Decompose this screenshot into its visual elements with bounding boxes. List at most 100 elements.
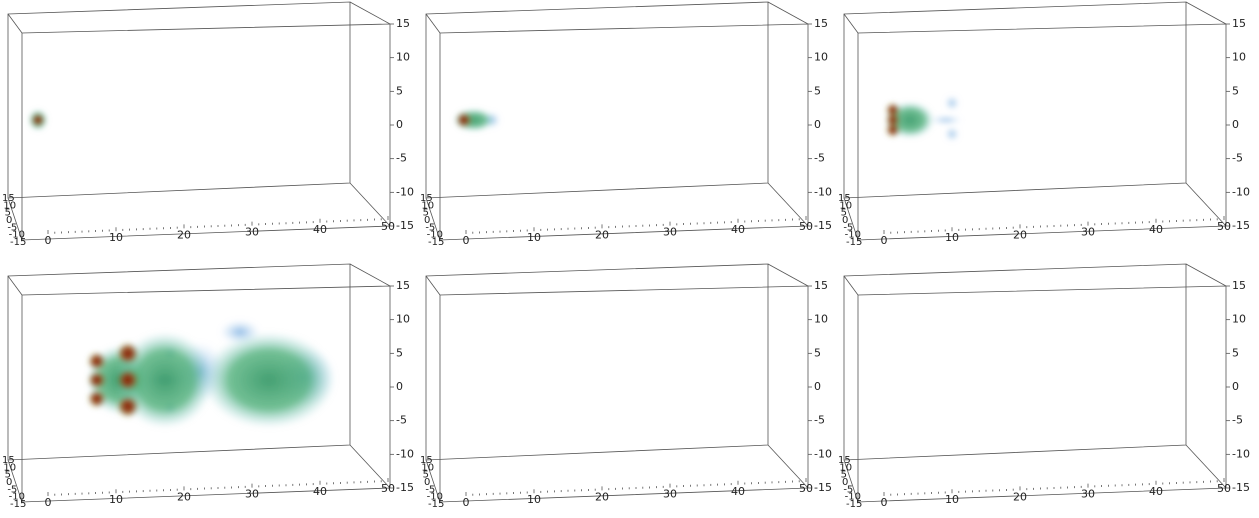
horizontal-tick-label: 0: [45, 234, 52, 247]
depth-tick-label: -10: [9, 230, 25, 241]
horizontal-tick-label: 0: [881, 496, 888, 509]
horizontal-tick-label: 40: [313, 485, 327, 498]
vertical-tick-label: 10: [396, 313, 410, 326]
depth-tick-label: 5: [841, 470, 847, 481]
depth-tick-label: 0: [6, 215, 12, 226]
vertical-tick-label: 0: [814, 380, 821, 393]
vertical-tick-label: -10: [814, 185, 832, 198]
box-edge: [7, 459, 23, 503]
vertical-tick-label: -5: [1232, 414, 1243, 427]
box-edge: [843, 13, 859, 34]
box-front: [21, 23, 391, 241]
box-back: [843, 1, 1187, 199]
horizontal-tick-label: 40: [313, 223, 327, 236]
horizontal-tick-label: 10: [527, 231, 541, 244]
vertical-tick-label: 15: [396, 17, 410, 30]
box-edge: [425, 459, 441, 503]
depth-tick-label: 10: [421, 462, 434, 473]
vertical-tick-label: 0: [396, 380, 403, 393]
box-edge: [767, 182, 809, 227]
core: [886, 103, 900, 118]
vertical-tick-label: 15: [1232, 279, 1246, 292]
vertical-tick-label: 0: [814, 118, 821, 131]
depth-tick-label: 10: [421, 200, 434, 211]
vertical-tick-label: -15: [1232, 481, 1250, 494]
vertical-tick-label: 10: [814, 313, 828, 326]
horizontal-tick-label: 20: [595, 490, 609, 503]
core: [88, 352, 106, 371]
cloud: [117, 332, 213, 428]
depth-tick-label: -10: [427, 230, 443, 241]
depth-tick-label: -5: [7, 222, 17, 233]
depth-tick-label: -10: [9, 492, 25, 503]
box-back: [425, 263, 769, 461]
depth-tick-label: 0: [842, 477, 848, 488]
vertical-tick-label: 10: [1232, 51, 1246, 64]
horizontal-tick-label: 10: [945, 493, 959, 506]
vapor: [945, 127, 959, 141]
horizontal-tick-label: 50: [381, 482, 395, 495]
horizontal-tick-label: 20: [177, 228, 191, 241]
core: [88, 371, 106, 389]
box-front: [439, 285, 809, 503]
vertical-tick-label: -10: [1232, 185, 1250, 198]
core: [88, 389, 106, 408]
box-edge: [843, 459, 859, 503]
volume-render: [203, 320, 335, 428]
box-back: [843, 263, 1187, 461]
core: [117, 342, 139, 365]
depth-tick-label: -10: [845, 492, 861, 503]
vertical-tick-label: -5: [396, 152, 407, 165]
depth-tick-label: 0: [424, 477, 430, 488]
box-edge: [349, 182, 391, 227]
box-edge: [349, 444, 391, 489]
depth-tick-label: 0: [842, 215, 848, 226]
horizontal-tick-label: 20: [177, 490, 191, 503]
depth-tick-label: 15: [2, 193, 15, 204]
depth-tick-label: -15: [428, 237, 444, 248]
vertical-tick-label: -15: [814, 219, 832, 232]
vertical-tick-label: -5: [814, 414, 825, 427]
depth-tick-label: 10: [3, 462, 16, 473]
box-edge: [349, 1, 391, 25]
box-edge: [349, 263, 391, 287]
depth-tick-label: 15: [838, 193, 851, 204]
core: [886, 122, 900, 137]
vertical-tick-label: 10: [396, 51, 410, 64]
horizontal-tick-label: 30: [663, 226, 677, 239]
box-edge: [7, 13, 23, 34]
horizontal-tick-label: 0: [45, 496, 52, 509]
horizontal-tick-label: 0: [463, 496, 470, 509]
box-front: [439, 23, 809, 241]
core: [886, 113, 900, 127]
box-edge: [843, 275, 859, 296]
depth-tick-label: 5: [841, 208, 847, 219]
box-edge: [1185, 444, 1227, 489]
depth-tick-label: -5: [843, 222, 853, 233]
box-edge: [767, 1, 809, 25]
vertical-tick-label: 15: [814, 279, 828, 292]
depth-tick-label: 5: [5, 470, 11, 481]
depth-tick-label: -5: [425, 484, 435, 495]
core: [117, 369, 139, 391]
horizontal-tick-label: 10: [109, 493, 123, 506]
horizontal-tick-label: 40: [1149, 223, 1163, 236]
volume-render: [454, 109, 500, 131]
horizontal-tick-label: 30: [663, 488, 677, 501]
box-edge: [1185, 1, 1227, 25]
core: [117, 395, 139, 418]
depth-tick-label: 10: [839, 462, 852, 473]
horizontal-tick-label: 10: [527, 493, 541, 506]
vertical-tick-label: 10: [814, 51, 828, 64]
depth-tick-label: 5: [423, 470, 429, 481]
depth-tick-label: -10: [845, 230, 861, 241]
depth-tick-label: 15: [838, 455, 851, 466]
depth-tick-label: -5: [7, 484, 17, 495]
vertical-tick-label: 5: [1232, 84, 1239, 97]
vertical-tick-label: 5: [814, 346, 821, 359]
